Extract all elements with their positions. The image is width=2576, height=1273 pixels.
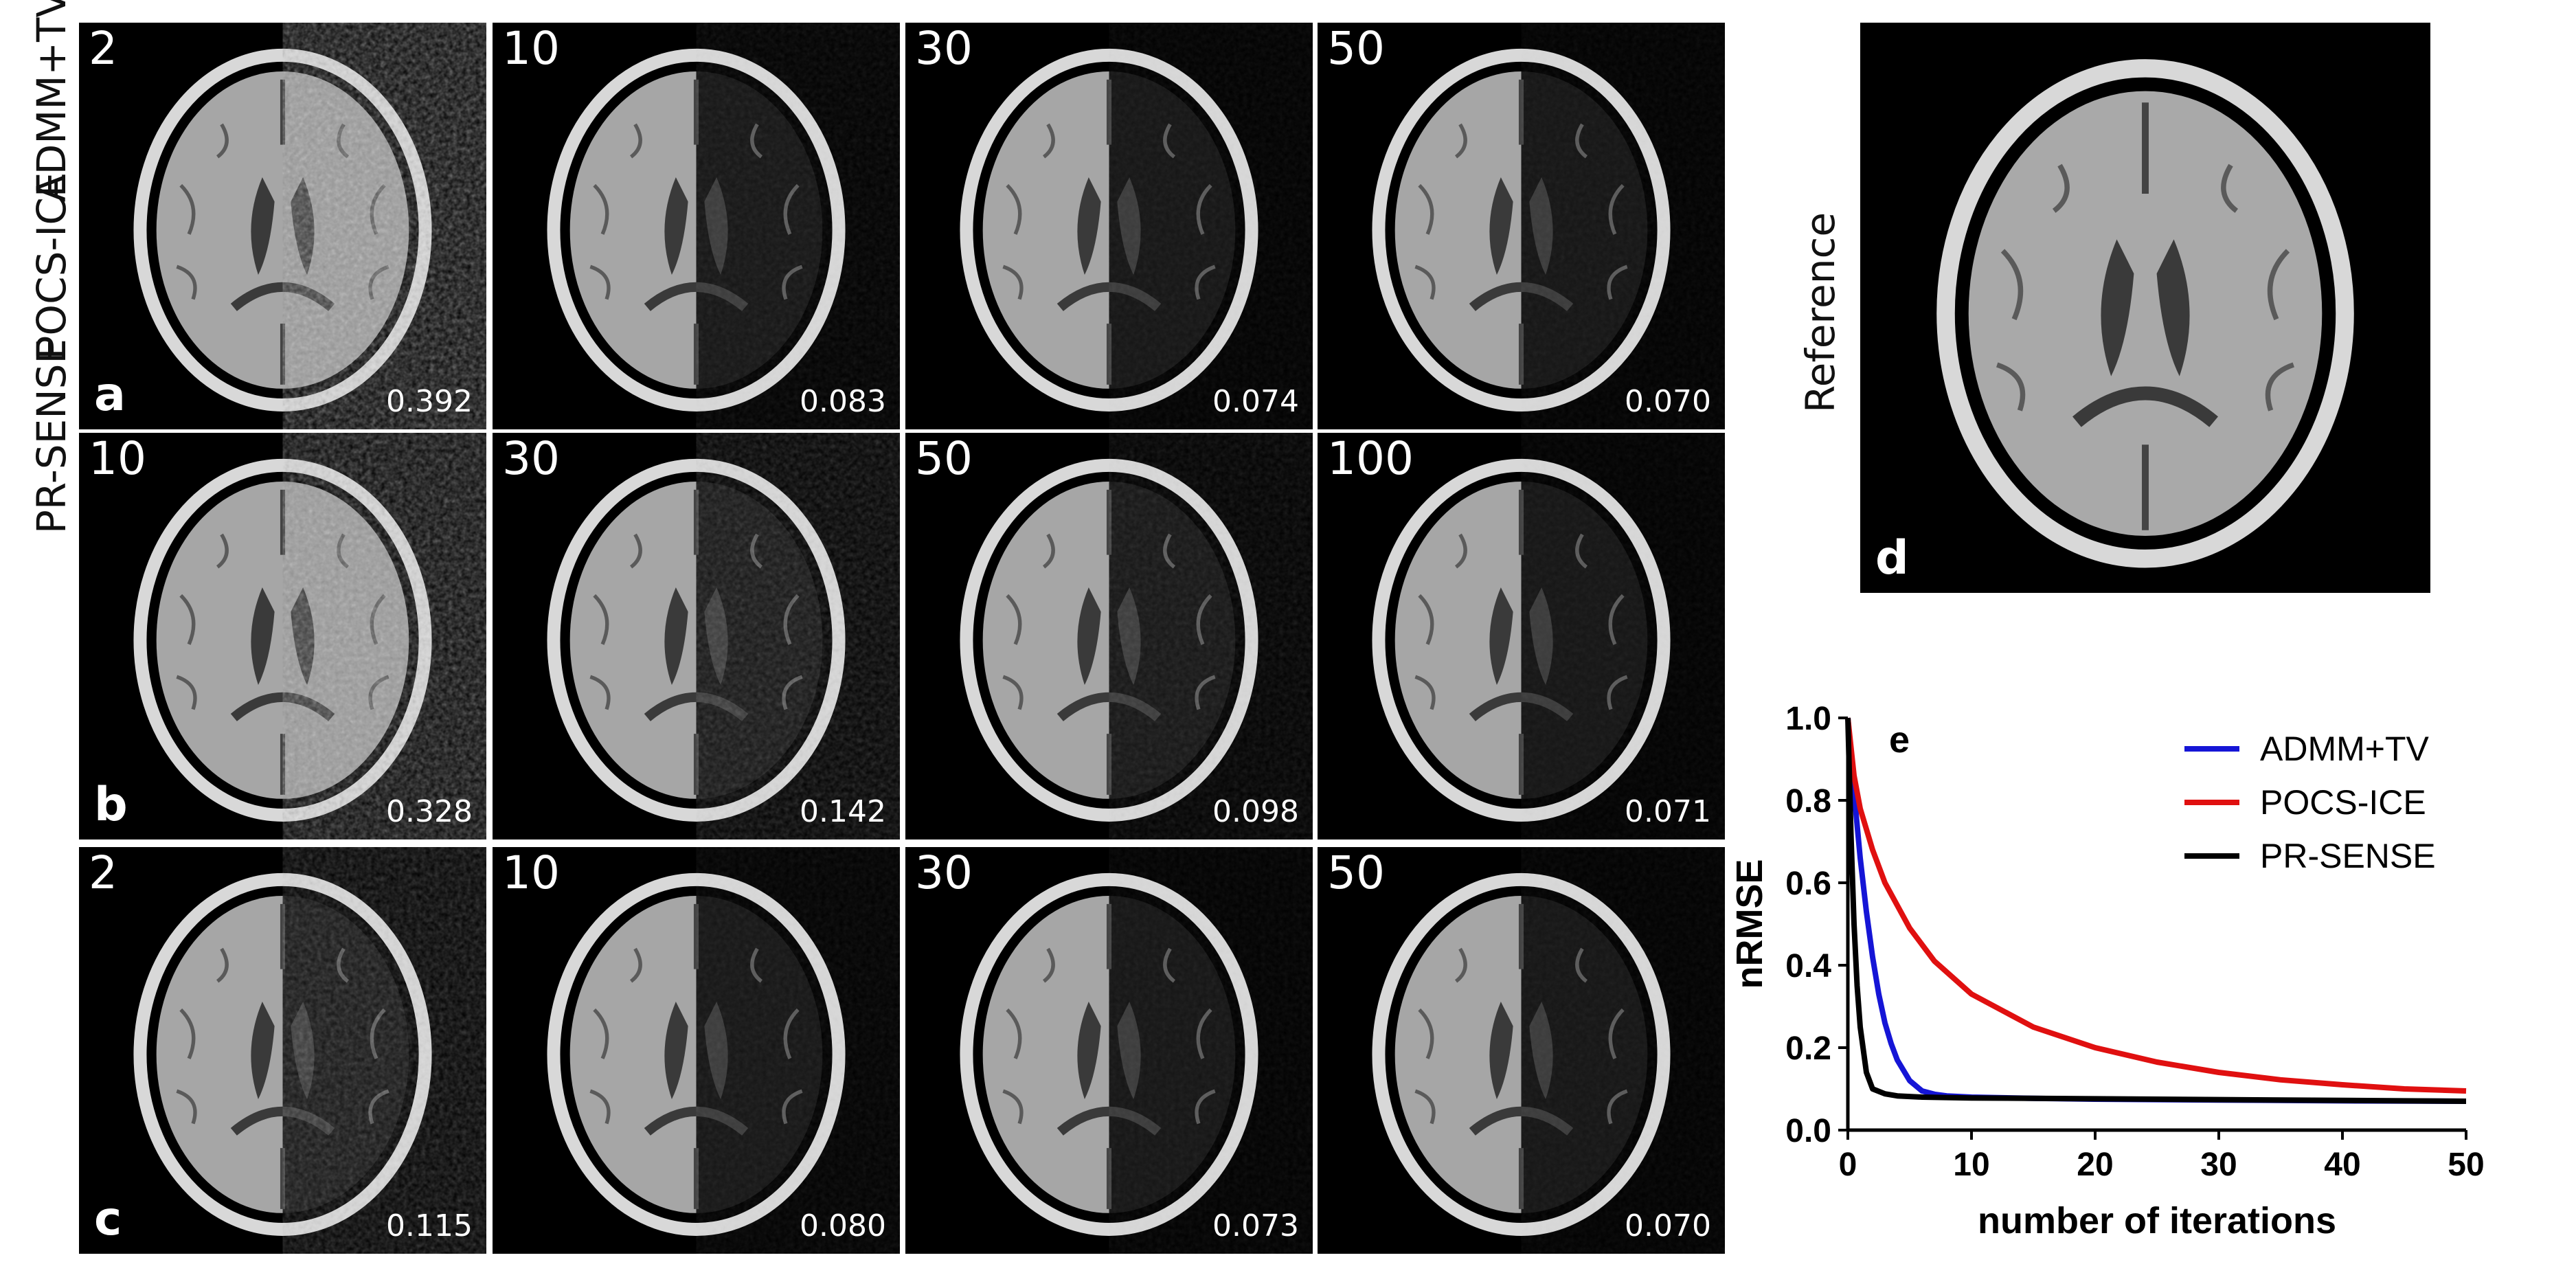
- iteration-count: 10: [502, 23, 560, 75]
- iteration-count: 30: [502, 433, 560, 485]
- nrmse-value: 0.070: [1625, 1208, 1711, 1243]
- y-tick-label: 0.0: [1785, 1113, 1831, 1149]
- x-axis-label: number of iterations: [1978, 1200, 2336, 1241]
- recon-tile: 10 0.080: [493, 847, 900, 1254]
- recon-tile: 50 0.070: [1318, 23, 1725, 429]
- series-line-2: [1845, 717, 2467, 1104]
- y-tick-label: 0.4: [1785, 948, 1831, 984]
- y-tick-label: 0.2: [1785, 1030, 1831, 1067]
- legend-label-2: PR-SENSE: [2260, 837, 2436, 875]
- iteration-count: 100: [1327, 433, 1414, 485]
- nrmse-value: 0.074: [1212, 384, 1299, 419]
- recon-tile: 10 0.083: [493, 23, 900, 429]
- iteration-count: 30: [915, 847, 973, 899]
- x-tick-label: 30: [2200, 1147, 2237, 1183]
- y-tick-label: 0.6: [1785, 866, 1831, 902]
- nrmse-chart: 0.0 0.2 0.4 0.6 0.8 1.0 0 10 20 30 40 50 number of i…: [1729, 701, 2485, 1241]
- x-tick-label: 10: [1953, 1147, 1989, 1183]
- series-line-0: [1845, 717, 2467, 1104]
- reference-image: d: [1860, 23, 2430, 593]
- x-tick-label: 0: [1839, 1147, 1857, 1183]
- iteration-count: 2: [89, 23, 117, 75]
- reference-label: Reference: [1797, 212, 1844, 414]
- y-axis-label: nRMSE: [1729, 859, 1770, 989]
- y-tick-label: 1.0: [1785, 701, 1831, 737]
- series-line-1: [1845, 717, 2467, 1094]
- row-label-pr-sense: PR-SENSE: [28, 338, 75, 534]
- y-tick-label: 0.8: [1785, 783, 1831, 820]
- nrmse-value: 0.392: [386, 384, 473, 419]
- nrmse-value: 0.071: [1625, 794, 1711, 829]
- iteration-count: 30: [915, 23, 973, 75]
- nrmse-value: 0.083: [800, 384, 886, 419]
- recon-tile: 2 0.392 a: [79, 23, 486, 429]
- recon-tile: 50 0.098: [905, 433, 1313, 840]
- iteration-count: 50: [1327, 847, 1385, 899]
- recon-tile: 50 0.070: [1318, 847, 1725, 1254]
- nrmse-value: 0.073: [1212, 1208, 1299, 1243]
- nrmse-value: 0.080: [800, 1208, 886, 1243]
- recon-tile: 30 0.074: [905, 23, 1313, 429]
- nrmse-value: 0.098: [1212, 794, 1299, 829]
- iteration-count: 2: [89, 847, 117, 899]
- nrmse-value: 0.142: [800, 794, 886, 829]
- recon-tile: 2 0.115 c: [79, 847, 486, 1254]
- recon-tile: 30 0.142: [493, 433, 900, 840]
- legend-label-1: POCS-ICE: [2260, 783, 2426, 822]
- recon-tile: 30 0.073: [905, 847, 1313, 1254]
- x-tick-label: 40: [2324, 1147, 2360, 1183]
- panel-letter-a: a: [94, 368, 126, 422]
- iteration-count: 10: [89, 433, 146, 485]
- x-tick-label: 20: [2077, 1147, 2113, 1183]
- panel-letter-b: b: [94, 778, 128, 832]
- legend-label-0: ADMM+TV: [2260, 730, 2430, 768]
- iteration-count: 50: [915, 433, 973, 485]
- x-tick-label: 50: [2448, 1147, 2484, 1183]
- iteration-count: 10: [502, 847, 560, 899]
- nrmse-value: 0.115: [386, 1208, 473, 1243]
- iteration-count: 50: [1327, 23, 1385, 75]
- panel-letter-c: c: [94, 1192, 122, 1246]
- recon-tile: 100 0.071: [1318, 433, 1725, 840]
- panel-letter-e: e: [1889, 719, 1910, 761]
- nrmse-value: 0.070: [1625, 384, 1711, 419]
- recon-tile: 10 0.328 b: [79, 433, 486, 840]
- panel-letter-d: d: [1875, 531, 1909, 585]
- nrmse-value: 0.328: [386, 794, 473, 829]
